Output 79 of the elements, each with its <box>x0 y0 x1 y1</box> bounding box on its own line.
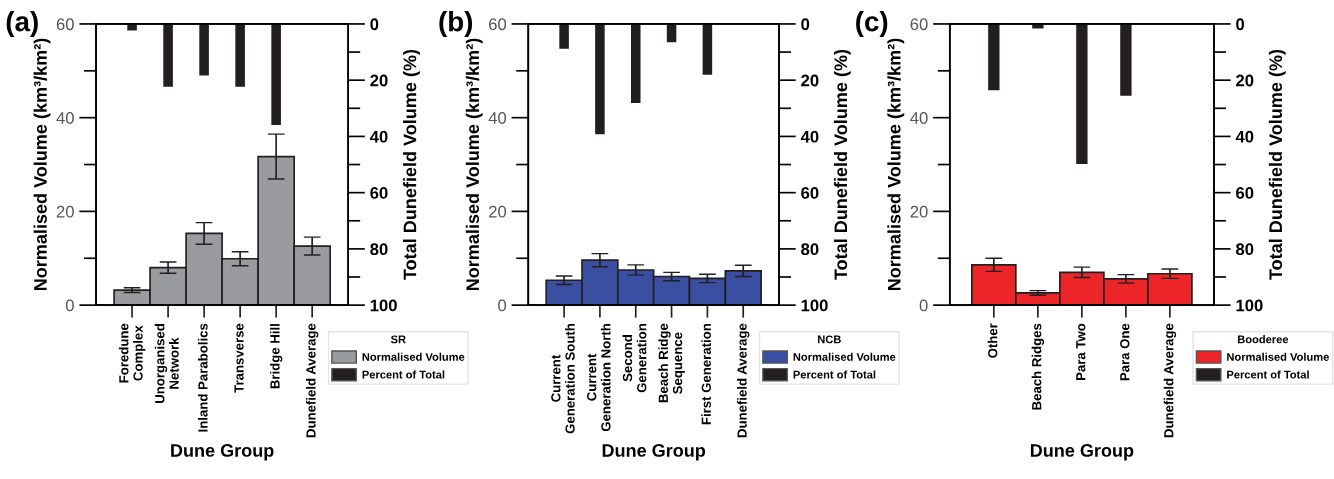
x-tick-label: Inland Parabolics <box>197 323 208 432</box>
x-tick-label: First Generation <box>701 323 711 425</box>
y2-tick-label: 0 <box>1236 18 1245 31</box>
y-tick-label: 60 <box>489 18 507 31</box>
y2-tick-label: 60 <box>1236 187 1254 199</box>
y2-axis-title: Total Dunefield Volume (%) <box>833 49 851 280</box>
y2-tick-label: 20 <box>1236 74 1254 87</box>
legend-label: Normalised Volume <box>1227 352 1329 361</box>
x-tick-label: Beach Ridge Sequence <box>658 323 685 403</box>
legend-title: SR <box>390 335 406 344</box>
y-tick-label: 40 <box>56 112 74 124</box>
y2-tick-label: 80 <box>801 243 819 256</box>
legend-label: Normalised Volume <box>362 352 465 361</box>
x-tick-label: Transverse <box>234 323 244 393</box>
x-tick-label: Dunefield Average <box>737 323 750 438</box>
y-tick-label: 40 <box>488 112 507 124</box>
legend-label: Percent of Total <box>1227 370 1309 379</box>
bar <box>199 23 209 76</box>
y2-tick-label: 60 <box>370 187 388 199</box>
x-tick-label: Current Generation South <box>551 323 575 434</box>
chart-title: (a) <box>6 11 38 37</box>
x-tick-label: Bridge Hill <box>269 324 283 389</box>
y2-tick-label: 0 <box>370 18 379 31</box>
y2-tick-label: 100 <box>370 299 397 312</box>
x-axis-title: Dune Group <box>171 444 274 461</box>
bar <box>1076 23 1088 164</box>
bar <box>595 23 605 135</box>
y-tick-label: 20 <box>489 205 507 218</box>
bar <box>559 23 569 49</box>
y-tick-label: 60 <box>56 18 74 31</box>
y-tick-label: 20 <box>910 205 928 218</box>
y2-tick-label: 20 <box>801 74 819 87</box>
x-tick-label: Other <box>987 323 998 358</box>
x-tick-label: Dunefield Average <box>1163 323 1177 438</box>
bar <box>702 23 713 75</box>
x-tick-label: Beach Ridges <box>1031 323 1045 410</box>
legend-label: Percent of Total <box>362 370 445 379</box>
x-tick-label: Foredune Complex <box>118 323 146 383</box>
y-tick-label: 0 <box>498 299 507 312</box>
y2-tick-label: 20 <box>370 74 388 87</box>
y-axis-title: Normalised Volume (km³/km²) <box>33 38 51 291</box>
y2-tick-label: 80 <box>1236 243 1254 256</box>
legend-label: Normalised Volume <box>793 352 896 361</box>
chart-title: (c) <box>856 11 888 37</box>
y2-axis-title: Total Dunefield Volume (%) <box>1268 49 1286 280</box>
legend-title: Booderee <box>1237 335 1289 344</box>
y2-tick-label: 80 <box>370 243 388 256</box>
legend-title: NCB <box>818 335 841 344</box>
bar <box>1120 23 1132 96</box>
x-tick-label: Current Generation North <box>587 323 611 432</box>
y2-tick-label: 60 <box>801 187 819 199</box>
y-tick-label: 60 <box>910 18 928 31</box>
y2-axis-title: Total Dunefield Volume (%) <box>403 49 420 280</box>
bar <box>163 23 173 87</box>
x-tick-label: Para Two <box>1076 323 1086 380</box>
x-tick-label: Unorganised Network <box>154 324 179 404</box>
y-axis-title: Normalised Volume (km³/km²) <box>887 38 905 291</box>
y2-tick-label: 100 <box>1236 299 1263 312</box>
y2-tick-label: 100 <box>801 299 828 312</box>
bar <box>235 23 245 87</box>
bar <box>271 23 281 125</box>
x-axis-title: Dune Group <box>1030 444 1134 461</box>
bar <box>630 23 641 103</box>
y-axis-title: Normalised Volume (km³/km²) <box>465 38 483 291</box>
legend-label: Percent of Total <box>793 370 876 379</box>
y-tick-label: 0 <box>919 299 928 312</box>
y2-tick-label: 40 <box>369 130 388 143</box>
y-tick-label: 0 <box>65 299 74 312</box>
x-tick-label: Second Generation <box>622 323 647 393</box>
x-tick-label: Dunefield Average <box>305 323 319 438</box>
x-tick-label: Para One <box>1120 323 1130 381</box>
bar <box>988 23 1000 91</box>
y-tick-label: 20 <box>56 205 74 218</box>
y2-tick-label: 0 <box>801 18 810 31</box>
chart-title: (b) <box>439 11 473 37</box>
y2-tick-label: 40 <box>800 130 819 143</box>
y2-tick-label: 40 <box>1235 130 1254 143</box>
x-axis-title: Dune Group <box>602 444 706 461</box>
y-tick-label: 40 <box>910 112 928 124</box>
